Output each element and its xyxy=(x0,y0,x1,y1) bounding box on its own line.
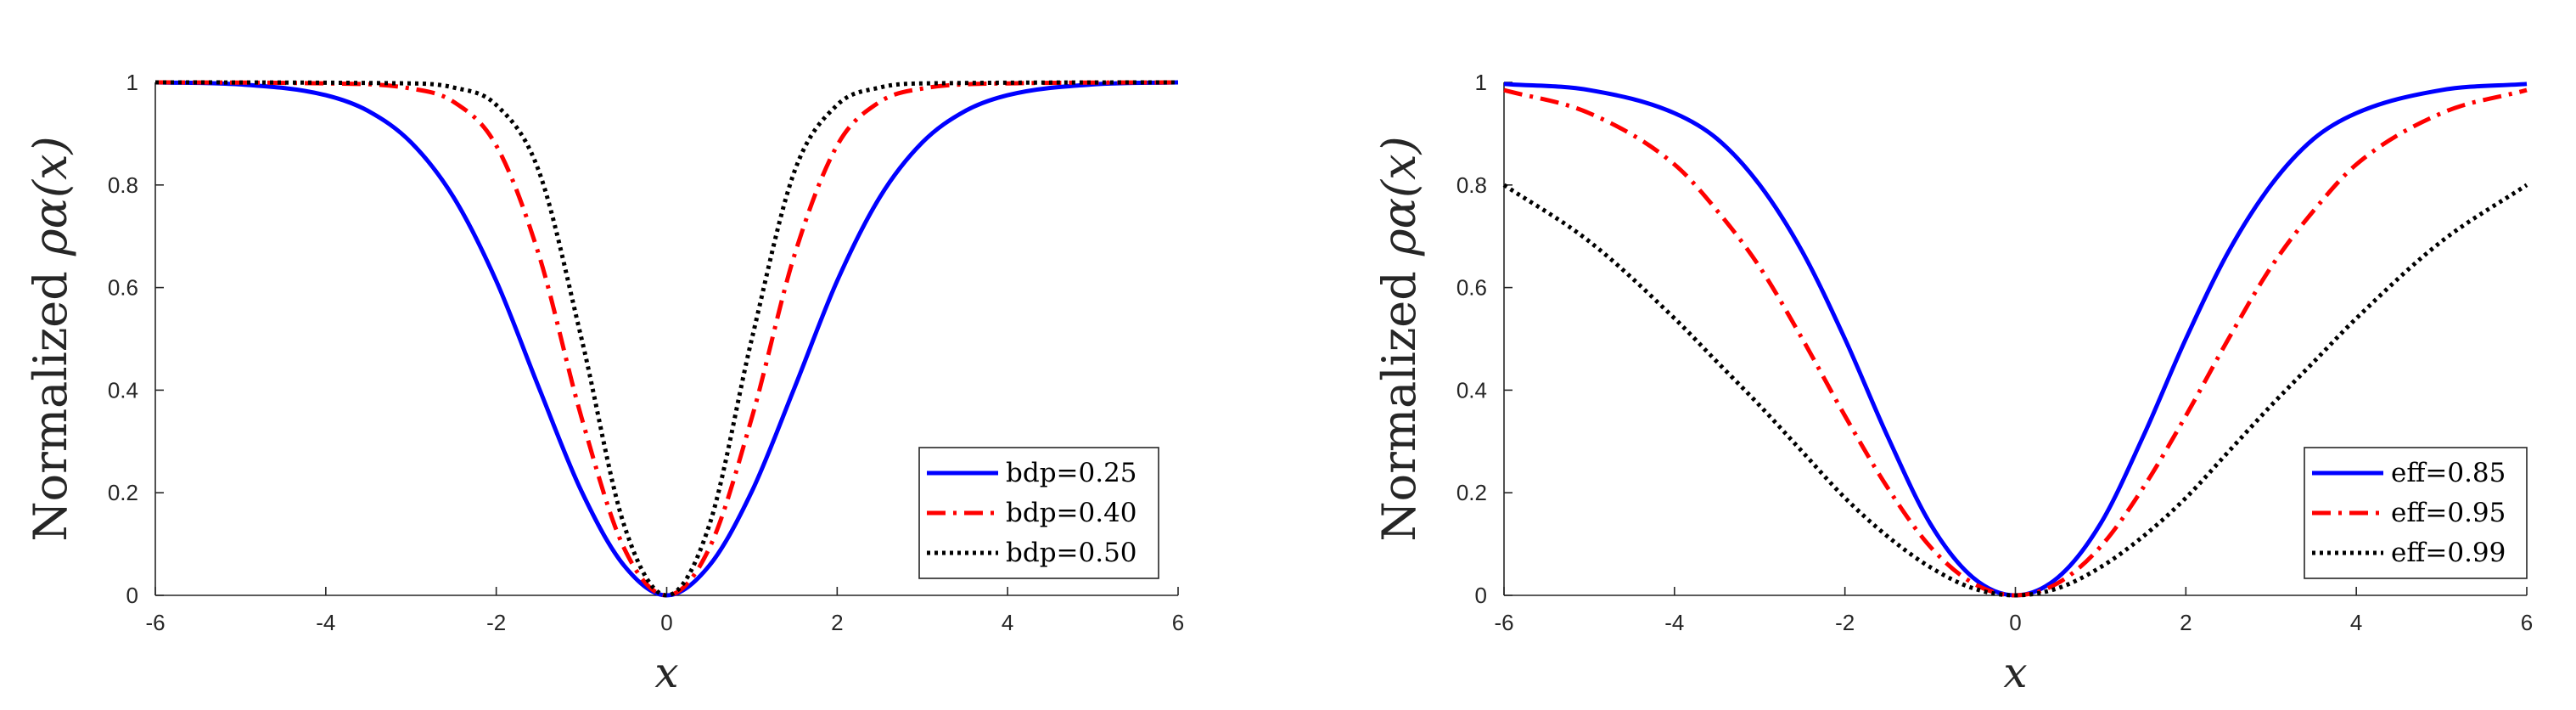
y-tick-label: 0.6 xyxy=(108,275,138,301)
x-tick-label: 4 xyxy=(1002,610,1013,635)
y-axis-title: Normalized ρα(x) xyxy=(24,136,77,541)
legend-entry: bdp=0.40 xyxy=(1006,498,1137,528)
y-tick-label: 0.8 xyxy=(1456,172,1487,198)
y-tick-label: 0.2 xyxy=(108,480,138,505)
x-tick-label: 4 xyxy=(2350,610,2362,635)
chart-panel-1: -6 -4 -2 0 2 4 6 0 0.2 0.4 0.6 0.8 1 x Normalized ρα(x)… xyxy=(24,70,1184,697)
x-tick-label: -6 xyxy=(1494,610,1513,635)
legend-entry: bdp=0.25 xyxy=(1006,458,1137,488)
x-tick-label: 2 xyxy=(2180,610,2192,635)
y-tick-label: 0.2 xyxy=(1456,480,1487,505)
x-tick-label: -6 xyxy=(145,610,165,635)
legend-box xyxy=(918,447,1159,579)
series-line-eff-0-99 xyxy=(1502,183,2528,598)
y-tick-label: 0.4 xyxy=(108,377,138,403)
x-tick-label: -4 xyxy=(1664,610,1684,635)
legend: bdp=0.25 bdp=0.40 bdp=0.50 xyxy=(918,447,1159,579)
y-axis-title-text: Normalized xyxy=(1372,271,1426,542)
y-axis-title-math: ρα(x) xyxy=(1372,136,1426,256)
chart-panel-2: -6 -4 -2 0 2 4 6 0 0.2 0.4 0.6 0.8 1 x Normalized ρα(x)… xyxy=(1372,70,2533,697)
x-tick-label: -2 xyxy=(486,610,506,635)
series-line-bdp-0-50 xyxy=(154,80,1179,598)
y-tick-label: 1 xyxy=(126,70,138,95)
y-tick-label: 0.6 xyxy=(1456,275,1487,301)
x-axis-title: x xyxy=(654,648,678,697)
y-tick-label: 0.8 xyxy=(108,172,138,198)
x-tick-label: 6 xyxy=(1172,610,1184,635)
x-axis-title: x xyxy=(2003,648,2027,697)
legend: eff=0.85 eff=0.95 eff=0.99 xyxy=(2304,447,2528,579)
y-tick-label: 0 xyxy=(126,583,138,608)
x-tick-label: -2 xyxy=(1835,610,1855,635)
y-tick-label: 0 xyxy=(1475,583,1487,608)
y-axis-title: Normalized ρα(x) xyxy=(1372,136,1426,541)
legend-entry: eff=0.85 xyxy=(2391,458,2506,488)
legend-entry: eff=0.95 xyxy=(2391,498,2506,528)
x-tick-label: 6 xyxy=(2521,610,2533,635)
legend-entry: bdp=0.50 xyxy=(1006,538,1137,568)
y-tick-label: 1 xyxy=(1475,70,1487,95)
x-tick-label: 0 xyxy=(660,610,672,635)
y-axis-title-text: Normalized xyxy=(24,271,77,542)
x-tick-label: 2 xyxy=(831,610,843,635)
x-tick-label: 0 xyxy=(2009,610,2021,635)
y-tick-label: 0.4 xyxy=(1456,377,1487,403)
x-tick-label: -4 xyxy=(316,610,335,635)
legend-entry: eff=0.99 xyxy=(2391,538,2506,568)
y-axis-title-math: ρα(x) xyxy=(24,136,77,256)
